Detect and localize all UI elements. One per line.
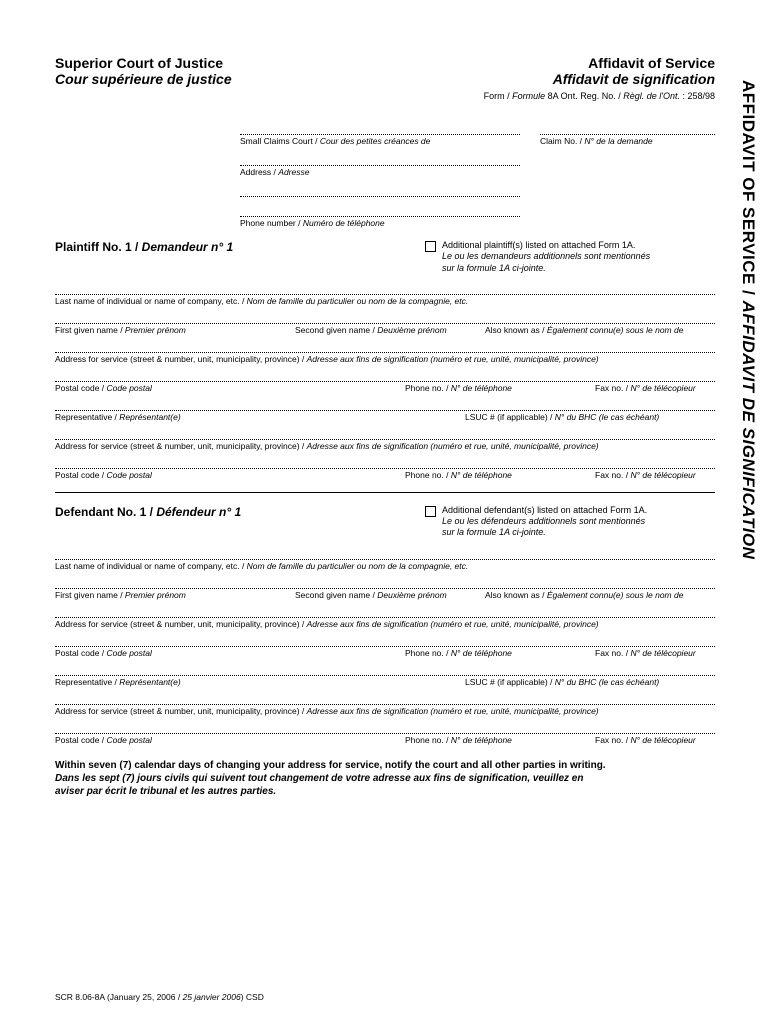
defendant-rep-postal-input[interactable]: [55, 721, 715, 734]
defendant-names-input[interactable]: [55, 576, 715, 589]
plaintiff-last-name-row: Last name of individual or name of compa…: [55, 282, 715, 306]
defendant-last-name-row: Last name of individual or name of compa…: [55, 547, 715, 571]
claim-no-label: Claim No. / N° de la demande: [540, 136, 715, 146]
address-input[interactable]: [240, 152, 520, 166]
plaintiff-additional-text: Additional plaintiff(s) listed on attach…: [442, 240, 650, 274]
section-divider: [55, 492, 715, 493]
header-left: Superior Court of Justice Cour supérieur…: [55, 55, 232, 87]
defendant-title: Defendant No. 1 / Défendeur n° 1: [55, 505, 425, 519]
header-right: Affidavit of Service Affidavit de signif…: [553, 55, 715, 87]
page-footer: SCR 8.06-8A (January 25, 2006 / 25 janvi…: [55, 992, 264, 1002]
plaintiff-last-name-input[interactable]: [55, 282, 715, 295]
defendant-address-row: Address for service (street & number, un…: [55, 605, 715, 629]
plaintiff-address-row: Address for service (street & number, un…: [55, 340, 715, 364]
doc-title-en: Affidavit of Service: [553, 55, 715, 71]
plaintiff-rep-postal-row: Postal code / Code postal Phone no. / N°…: [55, 456, 715, 480]
small-claims-label: Small Claims Court / Cour des petites cr…: [240, 136, 520, 146]
defendant-names-row: First given name / Premier prénom Second…: [55, 576, 715, 600]
plaintiff-header: Plaintiff No. 1 / Demandeur n° 1 Additio…: [55, 240, 715, 274]
defendant-rep-postal-row: Postal code / Code postal Phone no. / N°…: [55, 721, 715, 745]
defendant-rep-address-row: Address for service (street & number, un…: [55, 692, 715, 716]
defendant-additional-checkbox[interactable]: [425, 506, 436, 517]
phone-label: Phone number / Numéro de téléphone: [240, 218, 520, 228]
footer-note: Within seven (7) calendar days of changi…: [55, 759, 715, 798]
address-label: Address / Adresse: [240, 167, 520, 177]
defendant-last-name-input[interactable]: [55, 547, 715, 560]
top-court-info: Small Claims Court / Cour des petites cr…: [240, 121, 715, 228]
plaintiff-address-input[interactable]: [55, 340, 715, 353]
defendant-header: Defendant No. 1 / Défendeur n° 1 Additio…: [55, 505, 715, 539]
plaintiff-postal-input[interactable]: [55, 369, 715, 382]
form-number-line: Form / Formule 8A Ont. Reg. No. / Règl. …: [55, 91, 715, 101]
plaintiff-rep-input[interactable]: [55, 398, 715, 411]
court-name-fr: Cour supérieure de justice: [55, 71, 232, 87]
court-name-en: Superior Court of Justice: [55, 55, 232, 71]
claim-no-input[interactable]: [540, 121, 715, 135]
header: Superior Court of Justice Cour supérieur…: [55, 55, 715, 87]
phone-input[interactable]: [240, 203, 520, 217]
side-title-en: AFFIDAVIT OF SERVICE /: [739, 80, 758, 301]
plaintiff-rep-postal-input[interactable]: [55, 456, 715, 469]
side-title: AFFIDAVIT OF SERVICE / AFFIDAVIT DE SIGN…: [738, 80, 758, 559]
plaintiff-rep-row: Representative / Représentant(e) LSUC # …: [55, 398, 715, 422]
small-claims-input[interactable]: [240, 121, 520, 135]
defendant-rep-row: Representative / Représentant(e) LSUC # …: [55, 663, 715, 687]
defendant-rep-address-input[interactable]: [55, 692, 715, 705]
defendant-postal-row: Postal code / Code postal Phone no. / N°…: [55, 634, 715, 658]
plaintiff-additional-checkbox[interactable]: [425, 241, 436, 252]
plaintiff-names-input[interactable]: [55, 311, 715, 324]
plaintiff-title: Plaintiff No. 1 / Demandeur n° 1: [55, 240, 425, 254]
plaintiff-rep-address-input[interactable]: [55, 427, 715, 440]
side-title-fr: AFFIDAVIT DE SIGNIFICATION: [739, 301, 758, 560]
defendant-additional-text: Additional defendant(s) listed on attach…: [442, 505, 647, 539]
plaintiff-postal-row: Postal code / Code postal Phone no. / N°…: [55, 369, 715, 393]
doc-title-fr: Affidavit de signification: [553, 71, 715, 87]
defendant-rep-input[interactable]: [55, 663, 715, 676]
defendant-address-input[interactable]: [55, 605, 715, 618]
address-input-2[interactable]: [240, 183, 520, 197]
plaintiff-names-row: First given name / Premier prénom Second…: [55, 311, 715, 335]
plaintiff-rep-address-row: Address for service (street & number, un…: [55, 427, 715, 451]
defendant-postal-input[interactable]: [55, 634, 715, 647]
